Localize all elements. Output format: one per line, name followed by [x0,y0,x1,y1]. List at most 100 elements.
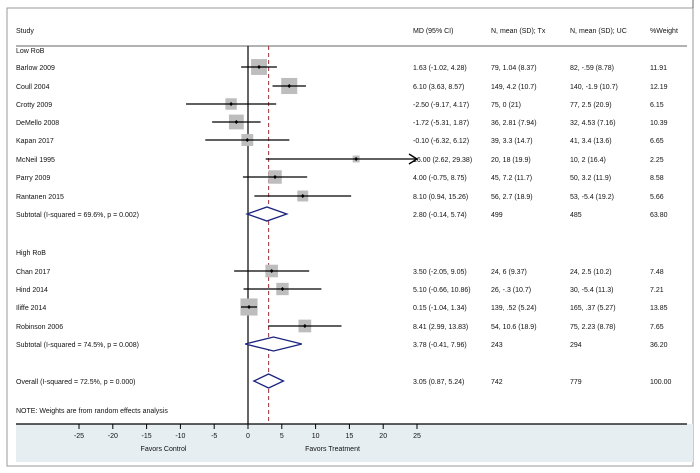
study-tx: 149, 4.2 (10.7) [491,84,537,91]
subtotal-uc: 294 [570,342,582,349]
study-tx: 79, 1.04 (8.37) [491,65,537,72]
study-weight: 10.39 [650,120,668,127]
subtotal-tx: 243 [491,342,503,349]
overall-weight: 100.00 [650,379,672,386]
subtotal-diamond [245,206,289,222]
xlabel-favors-treatment: Favors Treatment [305,446,360,453]
header-md: MD (95% CI) [413,28,453,35]
study-point [234,120,239,124]
study-ci: -2.50 (-9.17, 4.17) [413,102,469,109]
study-point [269,269,274,273]
study-ci: 0.15 (-1.04, 1.34) [413,305,467,312]
study-point [287,84,292,88]
note-text: NOTE: Weights are from random effects an… [16,408,168,415]
x-tick-label: 0 [246,433,250,440]
study-weight: 7.48 [650,269,664,276]
study-ci: 3.50 (-2.05, 9.05) [413,269,467,276]
group-label: Low RoB [16,48,45,55]
subtotal-diamond [245,336,302,352]
study-ci: 4.00 (-0.75, 8.75) [413,175,467,182]
study-tx: 75, 0 (21) [491,102,521,109]
study-uc: 24, 2.5 (10.2) [570,269,612,276]
subtotal-weight: 63.80 [650,212,668,219]
study-name: DeMello 2008 [16,120,59,127]
study-weight: 13.85 [650,305,668,312]
subtotal-uc: 485 [570,212,582,219]
study-name: Robinson 2006 [16,324,63,331]
study-weight: 7.21 [650,287,664,294]
header-tx: N, mean (SD); Tx [491,28,546,35]
study-tx: 20, 18 (19.9) [491,157,531,164]
study-name: McNeil 1995 [16,157,55,164]
study-weight: 6.15 [650,102,664,109]
overall-diamond [252,373,285,389]
study-point [354,157,359,161]
overall-label: Overall (I-squared = 72.5%, p = 0.000) [16,379,135,386]
x-tick-label: 25 [413,433,421,440]
header-uc: N, mean (SD); UC [570,28,627,35]
overall-uc: 779 [570,379,582,386]
study-point [280,287,285,291]
study-uc: 75, 2.23 (8.78) [570,324,616,331]
study-point [247,305,252,309]
subtotal-ci: 3.78 (-0.41, 7.96) [413,342,467,349]
study-uc: 82, -.59 (8.78) [570,65,614,72]
subtotal-label: Subtotal (I-squared = 69.6%, p = 0.002) [16,212,139,219]
study-tx: 39, 3.3 (14.7) [491,138,533,145]
study-name: Rantanen 2015 [16,194,64,201]
study-weight: 12.19 [650,84,668,91]
study-uc: 77, 2.5 (20.9) [570,102,612,109]
study-ci: -0.10 (-6.32, 6.12) [413,138,469,145]
study-ci: 5.10 (-0.66, 10.86) [413,287,471,294]
study-uc: 32, 4.53 (7.16) [570,120,616,127]
study-ci: 6.10 (3.63, 8.57) [413,84,464,91]
x-tick-label: -20 [108,433,118,440]
study-uc: 41, 3.4 (13.6) [570,138,612,145]
subtotal-weight: 36.20 [650,342,668,349]
study-name: Kapan 2017 [16,138,54,145]
overall-tx: 742 [491,379,503,386]
group-label: High RoB [16,250,46,257]
axis-background [16,424,693,462]
study-ci: 16.00 (2.62, 29.38) [413,157,472,164]
study-tx: 54, 10.6 (18.9) [491,324,537,331]
study-uc: 53, -5.4 (19.2) [570,194,614,201]
study-weight: 2.25 [650,157,664,164]
xlabel-favors-control: Favors Control [141,446,187,453]
subtotal-tx: 499 [491,212,503,219]
study-name: Crotty 2009 [16,102,52,109]
study-uc: 30, -5.4 (11.3) [570,287,613,294]
study-ci: 1.63 (-1.02, 4.28) [413,65,467,72]
study-weight: 6.65 [650,138,664,145]
study-name: Iliffe 2014 [16,305,46,312]
study-point [273,175,278,179]
study-weight: 8.58 [650,175,664,182]
study-name: Coull 2004 [16,84,50,91]
study-name: Hind 2014 [16,287,48,294]
header-study: Study [16,28,34,35]
study-uc: 165, .37 (5.27) [570,305,616,312]
x-tick-label: -15 [142,433,152,440]
x-tick-label: -5 [211,433,217,440]
x-tick-label: 5 [280,433,284,440]
x-tick-label: -10 [175,433,185,440]
x-tick-label: -25 [74,433,84,440]
frame [6,7,694,467]
x-tick-label: 20 [379,433,387,440]
study-tx: 26, -.3 (10.7) [491,287,531,294]
study-ci: -1.72 (-5.31, 1.87) [413,120,469,127]
study-name: Chan 2017 [16,269,50,276]
study-tx: 24, 6 (9.37) [491,269,527,276]
study-weight: 11.91 [650,65,667,72]
study-uc: 50, 3.2 (11.9) [570,175,611,182]
study-point [300,194,305,198]
study-uc: 140, -1.9 (10.7) [570,84,618,91]
study-ci: 8.41 (2.99, 13.83) [413,324,468,331]
subtotal-ci: 2.80 (-0.14, 5.74) [413,212,467,219]
study-weight: 5.66 [650,194,664,201]
overall-ci: 3.05 (0.87, 5.24) [413,379,464,386]
study-uc: 10, 2 (16.4) [570,157,606,164]
study-name: Barlow 2009 [16,65,55,72]
header-weight: %Weight [650,28,678,35]
